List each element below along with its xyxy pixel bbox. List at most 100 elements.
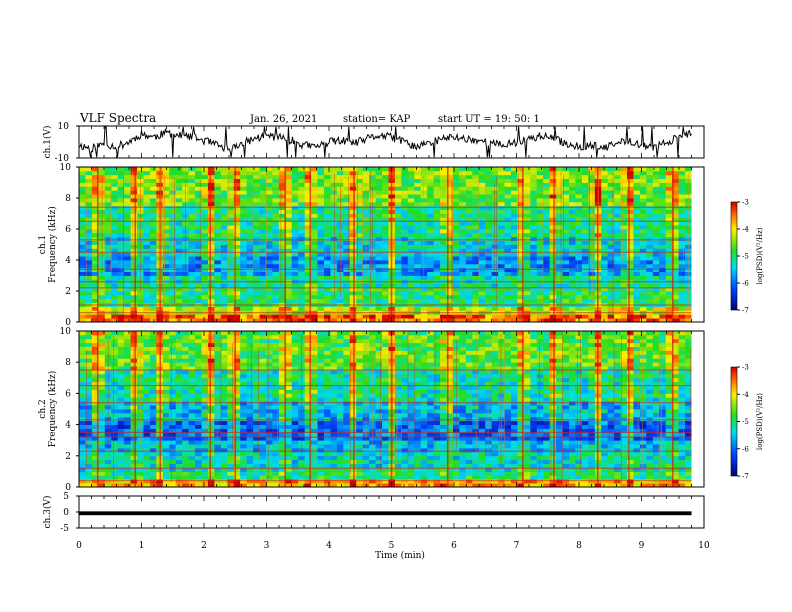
psd-cell xyxy=(401,225,409,230)
psd-cell xyxy=(672,240,680,245)
psd-cell xyxy=(407,232,415,238)
psd-cell xyxy=(491,271,499,276)
psd-cell xyxy=(91,424,99,429)
psd-cell xyxy=(162,459,170,464)
psd-cell xyxy=(504,201,512,207)
psd-cell xyxy=(130,397,138,402)
psd-cell xyxy=(188,412,196,418)
psd-cell xyxy=(195,346,202,351)
psd-cell xyxy=(240,170,248,176)
psd-cell xyxy=(259,287,267,292)
psd-cell xyxy=(201,350,209,355)
psd-cell xyxy=(117,420,125,425)
psd-cell xyxy=(639,221,647,226)
psd-cell xyxy=(382,225,389,230)
psd-cell xyxy=(633,190,641,195)
psd-cell xyxy=(85,444,93,449)
psd-cell xyxy=(324,178,331,183)
psd-cell xyxy=(124,248,131,253)
psd-cell xyxy=(459,294,467,300)
psd-cell xyxy=(652,283,660,288)
psd-cell xyxy=(491,182,499,187)
psd-cell xyxy=(304,275,312,280)
psd-cell xyxy=(195,275,202,280)
psd-cell xyxy=(214,471,222,476)
psd-cell xyxy=(588,298,596,304)
psd-cell xyxy=(149,393,157,398)
psd-cell xyxy=(510,271,518,276)
psd-cell xyxy=(601,283,609,288)
psd-cell xyxy=(549,256,557,261)
psd-cell xyxy=(291,318,299,322)
psd-cell xyxy=(620,229,628,234)
psd-cell xyxy=(124,401,131,406)
psd-cell xyxy=(85,467,93,472)
psd-cell xyxy=(214,232,222,238)
psd-cell xyxy=(278,271,286,276)
psd-cell xyxy=(330,190,338,195)
psd-cell xyxy=(665,182,673,187)
psd-cell xyxy=(162,467,170,472)
psd-cell xyxy=(291,209,299,214)
psd-cell xyxy=(601,240,609,245)
psd-cell xyxy=(536,244,544,249)
psd-cell xyxy=(343,260,351,265)
psd-cell xyxy=(149,236,157,242)
psd-cell xyxy=(130,385,138,390)
psd-cell xyxy=(452,205,460,211)
psd-cell xyxy=(665,213,673,218)
psd-cell xyxy=(240,205,248,211)
psd-cell xyxy=(530,209,538,214)
psd-cell xyxy=(465,240,473,245)
psd-cell xyxy=(291,252,299,257)
psd-cell xyxy=(446,225,454,230)
psd-cell xyxy=(111,448,119,453)
psd-cell xyxy=(182,314,190,319)
psd-cell xyxy=(330,240,338,245)
psd-cell xyxy=(672,232,680,238)
psd-cell xyxy=(233,182,241,187)
psd-cell xyxy=(149,440,157,445)
psd-cell xyxy=(659,225,667,230)
psd-cell xyxy=(433,209,441,214)
psd-cell xyxy=(233,240,241,245)
psd-cell xyxy=(188,479,196,484)
psd-cell xyxy=(195,331,202,336)
psd-cell xyxy=(79,455,86,461)
psd-cell xyxy=(79,186,86,191)
psd-cell xyxy=(394,213,402,218)
psd-cell xyxy=(659,217,667,222)
psd-cell xyxy=(291,217,299,222)
psd-cell xyxy=(117,459,125,464)
psd-cell xyxy=(407,213,415,218)
psd-cell xyxy=(562,217,570,222)
psd-cell xyxy=(356,267,364,273)
psd-cell xyxy=(510,314,518,319)
psd-cell xyxy=(652,217,660,222)
psd-cell xyxy=(472,167,480,172)
psd-cell xyxy=(427,252,435,257)
psd-cell xyxy=(214,377,222,383)
psd-cell xyxy=(407,209,415,214)
psd-cell xyxy=(569,252,576,257)
psd-cell xyxy=(272,240,280,245)
psd-cell xyxy=(91,350,99,355)
psd-cell xyxy=(556,170,563,176)
psd-cell xyxy=(79,471,86,476)
psd-cell xyxy=(182,283,190,288)
psd-cell xyxy=(427,271,435,276)
psd-cell xyxy=(491,194,499,199)
psd-cell xyxy=(491,174,499,180)
psd-cell xyxy=(246,236,254,242)
psd-cell xyxy=(569,287,576,292)
psd-cell xyxy=(356,318,364,322)
psd-cell xyxy=(195,377,202,383)
psd-cell xyxy=(240,248,248,253)
psd-cell xyxy=(98,306,106,311)
psd-cell xyxy=(143,393,151,398)
psd-cell xyxy=(214,240,222,245)
psd-cell xyxy=(652,194,660,199)
psd-cell xyxy=(394,240,402,245)
psd-cell xyxy=(491,236,499,242)
psd-cell xyxy=(588,314,596,319)
